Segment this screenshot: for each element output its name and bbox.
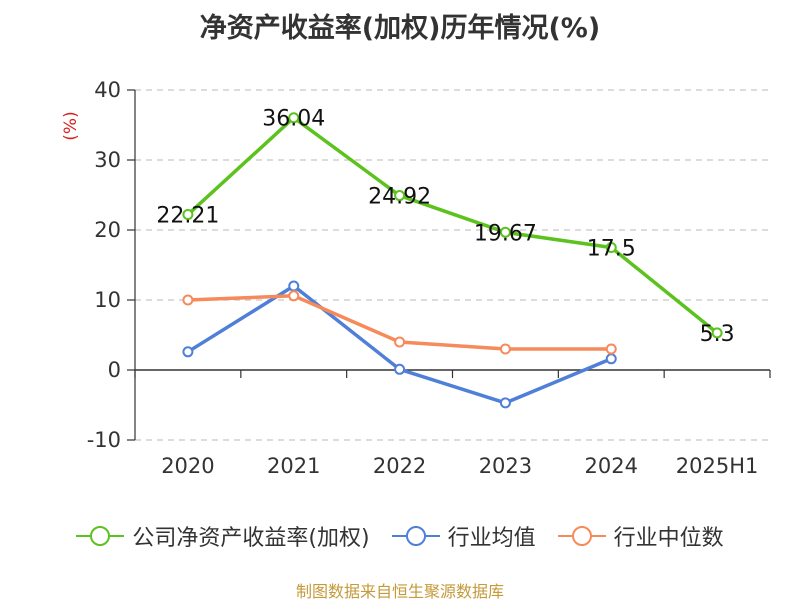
- axes: -10 0 10 20 30 40 2020 2021 2022 2023 2024 2025H1 (%…: [61, 78, 771, 478]
- legend-label-company: 公司净资产收益率(加权): [132, 526, 370, 551]
- data-point: [394, 336, 406, 348]
- data-point: [394, 363, 406, 375]
- x-tick-label: 2022: [373, 454, 426, 478]
- y-tick-label: 0: [108, 358, 121, 382]
- data-point: [605, 343, 617, 355]
- source-note: 制图数据来自恒生聚源数据库: [295, 582, 504, 601]
- grid-lines: [135, 89, 770, 441]
- y-tick-label: 30: [94, 148, 121, 172]
- series-line: [186, 115, 719, 335]
- data-labels: 22.21 36.04 24.92 19.67 17.5 5.3: [156, 107, 734, 347]
- series-layer: [182, 112, 723, 409]
- data-label: 36.04: [262, 107, 325, 132]
- data-label: 17.5: [587, 237, 636, 262]
- legend-item-industry-median[interactable]: 行业中位数: [557, 520, 724, 552]
- legend-label-industry-mean: 行业均值: [447, 526, 536, 551]
- data-point: [288, 112, 300, 124]
- data-point: [182, 294, 194, 306]
- legend: 公司净资产收益率(加权) 行业均值 行业中位数: [0, 518, 800, 554]
- data-point: [605, 353, 617, 365]
- legend-swatch-company: [76, 526, 125, 546]
- data-label: 22.21: [156, 204, 219, 229]
- data-point: [499, 397, 511, 409]
- data-point: [499, 226, 511, 238]
- legend-item-company[interactable]: 公司净资产收益率(加权): [76, 520, 370, 552]
- data-point: [711, 327, 723, 339]
- data-point: [288, 280, 300, 292]
- y-axis-label: (%): [61, 111, 81, 140]
- data-label: 5.3: [700, 322, 735, 347]
- x-tick-label: 2025H1: [676, 454, 759, 478]
- legend-swatch-industry-median: [557, 526, 606, 546]
- y-tick-label: 40: [94, 78, 121, 102]
- y-tick-label: 20: [94, 218, 121, 242]
- legend-swatch-industry-mean: [391, 526, 440, 546]
- data-label: 19.67: [474, 221, 537, 246]
- data-label: 24.92: [368, 185, 431, 210]
- data-point: [394, 190, 406, 202]
- x-tick-label: 2021: [267, 454, 320, 478]
- data-point: [182, 346, 194, 358]
- y-tick-label: 10: [94, 288, 121, 312]
- legend-item-industry-mean[interactable]: 行业均值: [391, 520, 536, 552]
- legend-label-industry-median: 行业中位数: [613, 526, 724, 551]
- chart-title: 净资产收益率(加权)历年情况(%): [199, 13, 601, 44]
- data-point: [182, 209, 194, 221]
- x-tick-label: 2020: [161, 454, 214, 478]
- y-tick-label: -10: [87, 428, 121, 452]
- x-tick-label: 2023: [479, 454, 532, 478]
- data-point: [499, 343, 511, 355]
- data-point: [605, 242, 617, 253]
- data-point: [288, 290, 300, 302]
- x-tick-label: 2024: [585, 454, 638, 478]
